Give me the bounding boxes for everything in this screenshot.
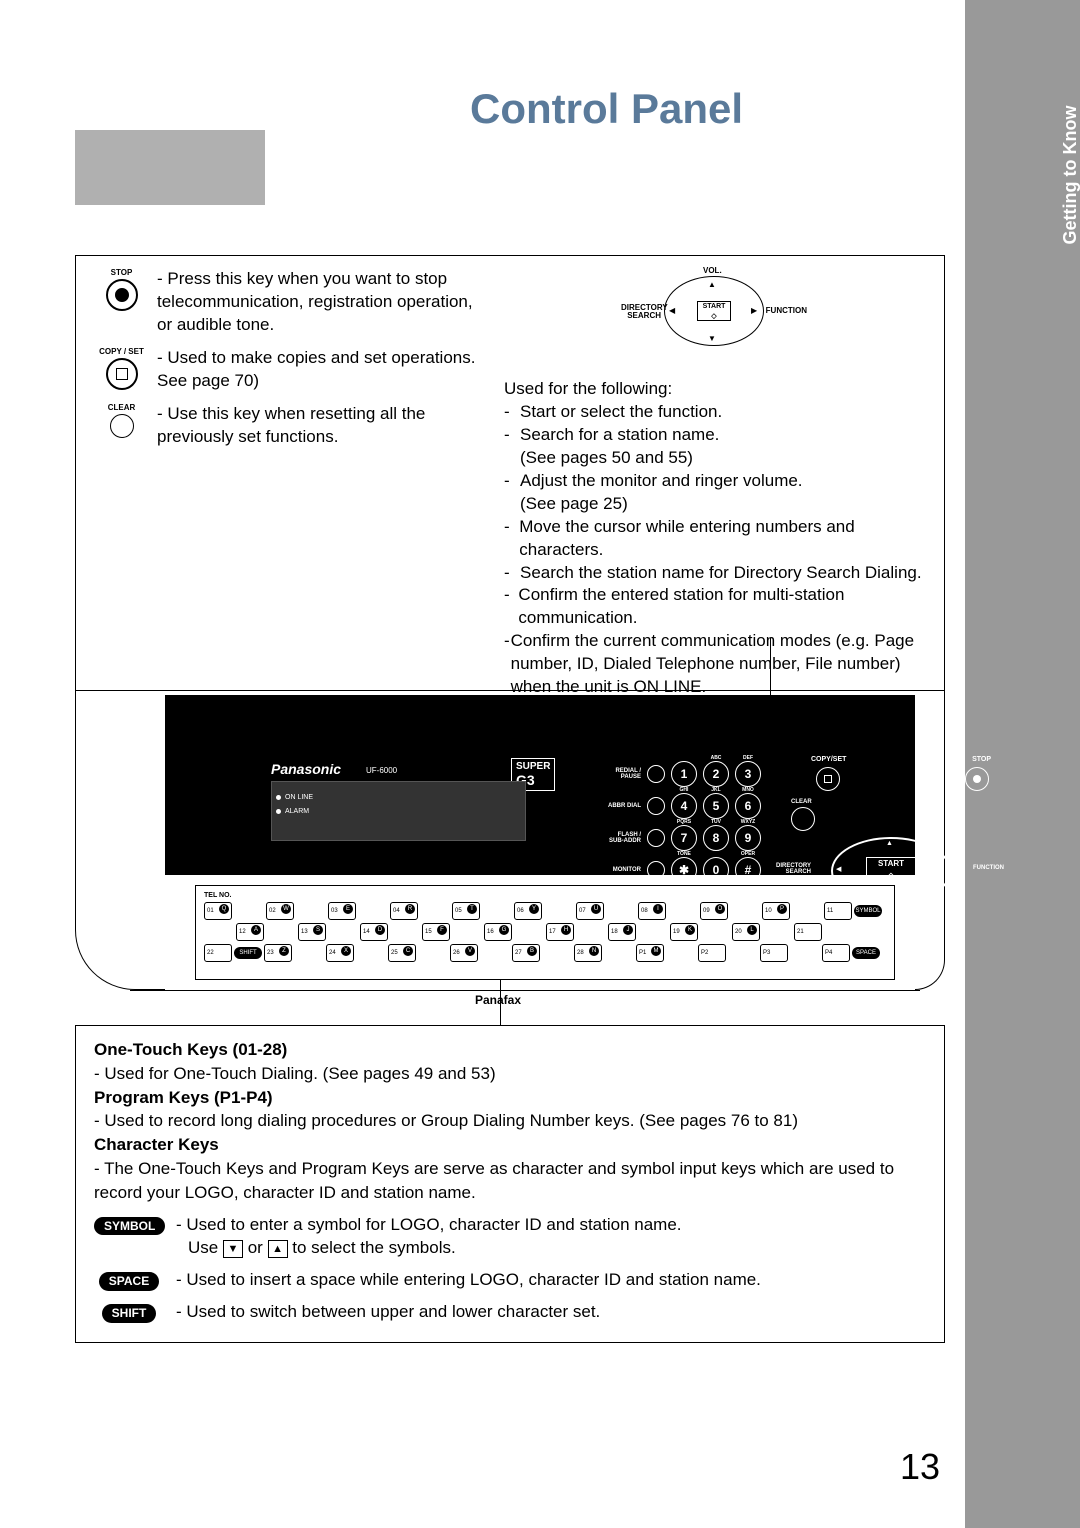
shift-desc: Used to switch between upper and lower c…: [186, 1302, 600, 1321]
usage-item: Search for a station name.(See pages 50 …: [520, 424, 719, 470]
shift-pill: SHIFT: [102, 1304, 157, 1323]
panafax-label: Panafax: [475, 993, 521, 1007]
onetouch-key-panel: TEL NO. 01Q02W03E04R05T06Y07U08I09O10P11…: [195, 885, 895, 980]
symbol-pill: SYMBOL: [94, 1217, 165, 1236]
clear-description: - Use this key when resetting all the pr…: [157, 403, 489, 449]
lcd-display: [271, 781, 526, 841]
stop-btn: [965, 767, 989, 791]
clear-label: CLEAR: [94, 403, 149, 412]
clear-btn: [791, 807, 815, 831]
right-nav-descriptions: VOL. DIRECTORYSEARCH FUNCTION START◇ ▲ ▼…: [504, 268, 924, 699]
usage-item: Move the cursor while entering numbers a…: [519, 516, 924, 562]
numeric-keypad: REDIAL /PAUSE12ABC3DEFABBR DIAL4GHI5JKL6…: [596, 761, 776, 889]
start-btn: START◇: [866, 857, 916, 883]
copyset-description: - Used to make copies and set operations…: [157, 347, 489, 393]
control-panel-face: Panasonic UF-6000 SUPERG3 ON LINE ALARM …: [165, 695, 915, 875]
copyset-label: COPY / SET: [94, 347, 149, 356]
page-number: 13: [900, 1446, 940, 1488]
program-keys-heading: Program Keys (P1-P4): [94, 1086, 926, 1110]
tab-line1: Getting to Know: [1060, 106, 1080, 245]
up-arrow-icon: ▲: [268, 1240, 288, 1258]
brand-logo: Panasonic: [271, 761, 341, 777]
character-keys-desc: The One-Touch Keys and Program Keys are …: [94, 1159, 894, 1202]
nav-dial-diagram: VOL. DIRECTORYSEARCH FUNCTION START◇ ▲ ▼…: [649, 268, 779, 368]
tel-no-label: TEL NO.: [204, 892, 886, 899]
copyset-button-icon: [106, 358, 138, 390]
usage-item: Start or select the function.: [520, 401, 722, 424]
lower-description-box: One-Touch Keys (01-28) - Used for One-To…: [75, 1025, 945, 1343]
directory-search-label: DIRECTORYSEARCH: [621, 304, 661, 320]
function-label: FUNCTION: [766, 306, 807, 315]
manual-page: Getting to Know Your Machine Control Pan…: [0, 0, 1080, 1528]
clear-button-icon: [110, 414, 134, 438]
stop-description: - Press this key when you want to stop t…: [157, 268, 489, 337]
usage-intro: Used for the following:: [504, 378, 924, 401]
upper-description-box: STOP - Press this key when you want to s…: [75, 255, 945, 699]
page-title: Control Panel: [470, 85, 743, 133]
usage-item: Adjust the monitor and ringer volume.(Se…: [520, 470, 803, 516]
start-button-diagram: START◇: [697, 301, 731, 321]
model-number: UF-6000: [366, 766, 397, 775]
usage-item: Search the station name for Directory Se…: [520, 562, 922, 585]
online-led: ON LINE: [285, 794, 313, 801]
stop-button-icon: [106, 279, 138, 311]
stop-label: STOP: [94, 268, 149, 277]
space-pill: SPACE: [99, 1272, 159, 1291]
onetouch-heading: One-Touch Keys (01-28): [94, 1038, 926, 1062]
down-arrow-icon: ▼: [223, 1240, 243, 1258]
usage-item: Confirm the entered station for multi-st…: [518, 584, 924, 630]
alarm-led: ALARM: [285, 808, 309, 815]
symbol-desc: Used to enter a symbol for LOGO, charact…: [186, 1215, 681, 1234]
character-keys-heading: Character Keys: [94, 1133, 926, 1157]
left-key-descriptions: STOP - Press this key when you want to s…: [94, 268, 489, 699]
device-illustration: Panasonic UF-6000 SUPERG3 ON LINE ALARM …: [75, 640, 945, 1015]
header-gray-block: [75, 130, 265, 205]
program-keys-desc: Used to record long dialing procedures o…: [104, 1111, 798, 1130]
section-tab: Getting to Know Your Machine: [1060, 75, 1080, 275]
vol-label: VOL.: [703, 266, 722, 275]
space-desc: Used to insert a space while entering LO…: [186, 1270, 761, 1289]
copyset-btn: [816, 767, 840, 791]
onetouch-desc: Used for One-Touch Dialing. (See pages 4…: [104, 1064, 495, 1083]
